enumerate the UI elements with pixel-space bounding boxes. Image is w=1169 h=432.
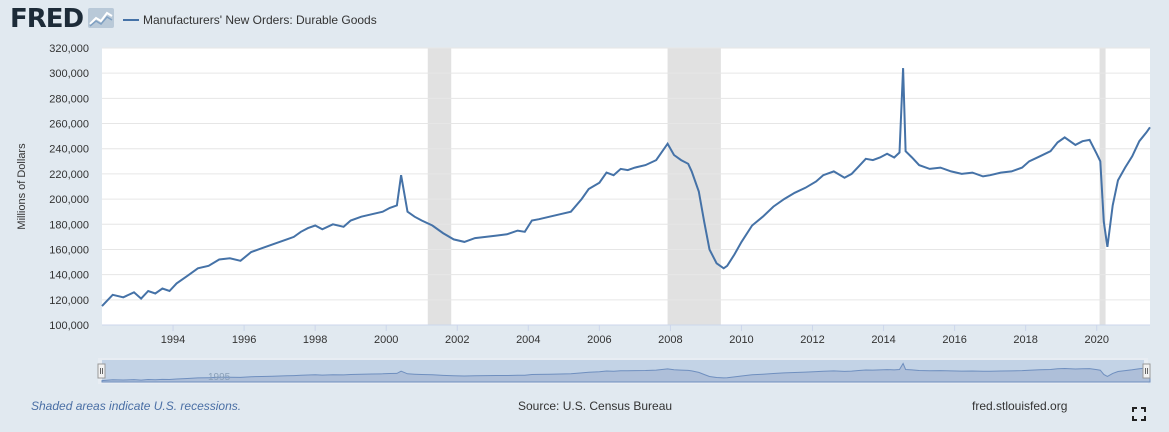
navigator-area <box>101 362 1151 383</box>
recession-note-link[interactable]: Shaded areas indicate U.S. recessions. <box>31 399 242 413</box>
fred-logo[interactable]: FRED <box>10 4 84 34</box>
navigator-handle-right[interactable] <box>1142 363 1151 379</box>
y-tick-label: 240,000 <box>49 144 89 156</box>
y-tick-label: 200,000 <box>49 194 89 206</box>
x-tick-label: 2008 <box>658 334 682 346</box>
x-tick-label: 2004 <box>516 334 540 346</box>
chart-header: FRED Manufacturers' New Orders: Durable … <box>0 0 1169 40</box>
plot-area <box>102 48 1150 325</box>
y-tick-label: 180,000 <box>49 219 89 231</box>
recession-band <box>667 48 721 325</box>
x-axis-ticks: 1994 1996 1998 2000 2002 2004 2006 2008 2010 2012… <box>102 324 1150 346</box>
navigator-label: 1995 <box>208 372 231 383</box>
y-tick-label: 280,000 <box>49 93 89 105</box>
x-tick-label: 1998 <box>303 334 327 346</box>
series-line[interactable] <box>101 68 1151 307</box>
range-navigator[interactable]: 1995 <box>0 358 1169 388</box>
x-tick-label: 2014 <box>871 334 895 346</box>
x-tick-label: 1996 <box>232 334 256 346</box>
site-link[interactable]: fred.stlouisfed.org <box>972 399 1068 413</box>
gridlines <box>102 47 1150 326</box>
y-tick-label: 160,000 <box>49 244 89 256</box>
y-tick-label: 260,000 <box>49 119 89 131</box>
x-tick-label: 2020 <box>1084 334 1108 346</box>
y-axis-ticks: 100,000 120,000 140,000 160,000 180,000 200,0… <box>49 43 89 332</box>
line-chart: 100,000 120,000 140,000 160,000 180,000 200,0… <box>16 43 1151 346</box>
y-tick-label: 220,000 <box>49 169 89 181</box>
y-tick-label: 320,000 <box>49 43 89 55</box>
x-tick-label: 1994 <box>161 334 185 346</box>
x-tick-label: 2010 <box>729 334 753 346</box>
x-tick-label: 2006 <box>587 334 611 346</box>
y-tick-label: 140,000 <box>49 270 89 282</box>
x-tick-label: 2018 <box>1013 334 1037 346</box>
legend-swatch <box>123 19 139 21</box>
x-tick-label: 2016 <box>942 334 966 346</box>
x-tick-label: 2002 <box>445 334 469 346</box>
fullscreen-icon[interactable] <box>1132 407 1146 421</box>
legend-label: Manufacturers' New Orders: Durable Goods <box>143 13 377 27</box>
x-tick-label: 2000 <box>374 334 398 346</box>
y-tick-label: 120,000 <box>49 295 89 307</box>
x-tick-label: 2012 <box>800 334 824 346</box>
source-text: Source: U.S. Census Bureau <box>518 399 673 413</box>
chart-line-icon <box>88 8 114 28</box>
y-tick-label: 100,000 <box>49 320 89 332</box>
navigator-handle-left[interactable] <box>97 363 106 379</box>
recession-band <box>427 48 452 325</box>
y-tick-label: 300,000 <box>49 68 89 80</box>
y-axis-label: Millions of Dollars <box>16 143 28 230</box>
